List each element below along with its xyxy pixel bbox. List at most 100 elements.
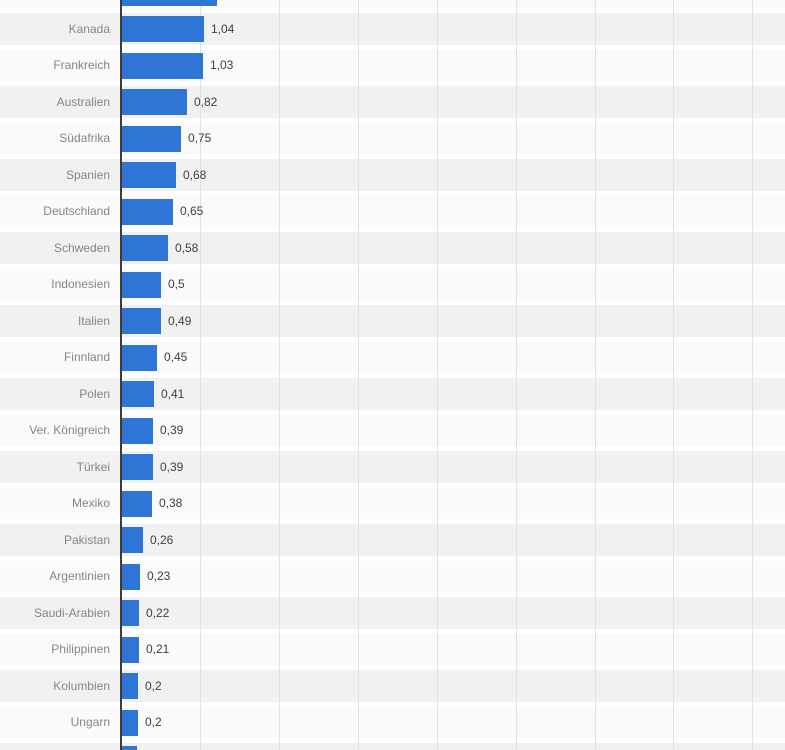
category-label: Indonesien xyxy=(51,277,110,292)
value-label: 0,21 xyxy=(146,642,170,657)
bar[interactable] xyxy=(122,162,176,188)
value-label: 0,2 xyxy=(145,715,162,730)
bar-row: Saudi-Arabien 0,22 xyxy=(0,595,785,632)
row-background-band xyxy=(0,597,785,629)
value-label: 0,41 xyxy=(161,386,185,401)
bar[interactable] xyxy=(122,198,173,225)
value-label: 0,23 xyxy=(147,569,171,584)
bar[interactable] xyxy=(122,16,204,42)
bar[interactable] xyxy=(122,709,138,736)
bar[interactable] xyxy=(122,125,181,152)
category-label: Saudi-Arabien xyxy=(33,605,110,620)
y-axis-line xyxy=(120,0,122,750)
row-background-band xyxy=(0,195,785,228)
category-label: Ver. Königreich xyxy=(29,423,110,438)
bar[interactable] xyxy=(122,673,138,699)
row-background-band xyxy=(0,706,785,739)
value-label: 0,2 xyxy=(145,678,162,693)
value-label: 1,03 xyxy=(210,58,234,73)
bar-row: Philippinen 0,21 xyxy=(0,631,785,668)
bar[interactable] xyxy=(122,235,168,261)
bar-row: Finnland 0,45 xyxy=(0,339,785,376)
x-gridline xyxy=(358,0,359,750)
value-label: 0,65 xyxy=(180,204,204,219)
bar[interactable] xyxy=(122,89,187,115)
bar-row: Australien 0,82 xyxy=(0,84,785,121)
row-background-band xyxy=(0,560,785,593)
category-label: Schweden xyxy=(53,240,110,255)
bar[interactable] xyxy=(122,454,153,480)
bar[interactable] xyxy=(122,636,139,663)
bar-row: Frankreich 1,03 xyxy=(0,47,785,84)
bar[interactable] xyxy=(122,344,157,371)
category-label: Kanada xyxy=(68,21,110,36)
value-label: 0,26 xyxy=(150,532,174,547)
bar[interactable] xyxy=(122,381,154,407)
bar-row: Kanada 1,04 xyxy=(0,11,785,48)
value-label: 0,5 xyxy=(168,277,185,292)
bar-row: Spanien 0,68 xyxy=(0,157,785,194)
bar[interactable] xyxy=(122,308,161,334)
bar-row: Kolumbien 0,2 xyxy=(0,668,785,705)
bar-row: Indonesien 0,5 xyxy=(0,266,785,303)
x-gridline xyxy=(279,0,280,750)
value-label: 0,75 xyxy=(188,131,212,146)
bar[interactable] xyxy=(122,746,137,750)
bar-row: Italien 0,49 xyxy=(0,303,785,340)
x-gridline xyxy=(200,0,201,750)
bar[interactable] xyxy=(122,490,152,517)
category-label: Frankreich xyxy=(53,58,110,73)
bar-row: Schweden 0,58 xyxy=(0,230,785,267)
value-label: 0,38 xyxy=(159,496,183,511)
category-label: Italien xyxy=(77,313,110,328)
value-label: 0,45 xyxy=(164,350,188,365)
bar-row xyxy=(0,741,785,750)
category-label: Polen xyxy=(79,386,110,401)
row-background-band xyxy=(0,524,785,556)
category-label: Mexiko xyxy=(71,496,110,511)
row-background-band xyxy=(0,122,785,155)
category-label: Finnland xyxy=(63,350,110,365)
category-label: Ungarn xyxy=(70,715,110,730)
x-gridline xyxy=(437,0,438,750)
bar-row: Ver. Königreich 0,39 xyxy=(0,412,785,449)
row-background-band xyxy=(0,232,785,264)
row-background-band xyxy=(0,0,785,9)
value-label: 0,39 xyxy=(160,423,184,438)
row-background-band xyxy=(0,13,785,45)
bar[interactable] xyxy=(122,563,140,590)
row-background-band xyxy=(0,487,785,520)
category-label: Philippinen xyxy=(51,642,110,657)
bar-row: Argentinien 0,23 xyxy=(0,558,785,595)
category-label: Türkei xyxy=(76,459,110,474)
value-label: 0,39 xyxy=(160,459,184,474)
bar-row xyxy=(0,0,785,11)
bar[interactable] xyxy=(122,271,161,298)
category-label: Südafrika xyxy=(59,131,110,146)
value-label: 0,68 xyxy=(183,167,207,182)
row-background-band xyxy=(0,743,785,750)
bar-row: Mexiko 0,38 xyxy=(0,485,785,522)
row-background-band xyxy=(0,378,785,410)
x-gridline xyxy=(595,0,596,750)
bar-row: Ungarn 0,2 xyxy=(0,704,785,741)
row-background-band xyxy=(0,414,785,447)
bar[interactable] xyxy=(122,52,203,79)
bar[interactable] xyxy=(122,0,217,6)
x-gridline xyxy=(516,0,517,750)
category-label: Spanien xyxy=(65,167,110,182)
bar-row: Südafrika 0,75 xyxy=(0,120,785,157)
bar[interactable] xyxy=(122,417,153,444)
row-background-band xyxy=(0,86,785,118)
x-gridline xyxy=(673,0,674,750)
category-label: Deutschland xyxy=(43,204,110,219)
category-label xyxy=(0,741,110,750)
row-background-band xyxy=(0,633,785,666)
value-label: 0,22 xyxy=(146,605,170,620)
bar-row: Pakistan 0,26 xyxy=(0,522,785,559)
bar[interactable] xyxy=(122,527,143,553)
value-label: 0,82 xyxy=(194,94,218,109)
bar[interactable] xyxy=(122,600,139,626)
row-background-band xyxy=(0,268,785,301)
